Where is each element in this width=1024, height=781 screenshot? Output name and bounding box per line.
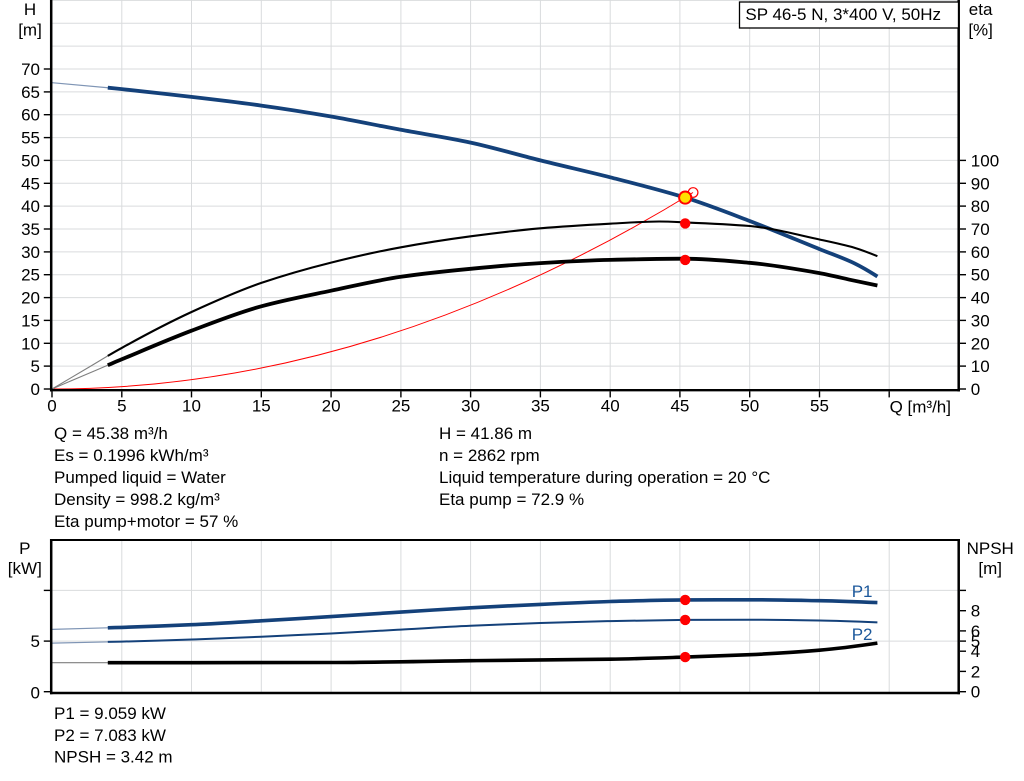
svg-text:Liquid temperature during oper: Liquid temperature during operation = 20… [439,468,770,487]
svg-text:[%]: [%] [968,20,993,39]
svg-text:10: 10 [971,357,990,376]
svg-text:30: 30 [971,311,990,330]
svg-text:5: 5 [31,357,40,376]
svg-text:30: 30 [461,396,480,415]
svg-text:25: 25 [21,266,40,285]
svg-text:[m]: [m] [18,20,42,39]
svg-text:45: 45 [21,174,40,193]
svg-text:40: 40 [21,197,40,216]
svg-text:20: 20 [21,289,40,308]
svg-text:SP 46-5 N, 3*400 V, 50Hz: SP 46-5 N, 3*400 V, 50Hz [745,5,941,24]
svg-text:45: 45 [670,396,689,415]
svg-text:40: 40 [971,289,990,308]
svg-text:[kW]: [kW] [8,559,42,578]
svg-text:Q = 45.38 m³/h: Q = 45.38 m³/h [54,424,168,443]
svg-text:Es = 0.1996 kWh/m³: Es = 0.1996 kWh/m³ [54,446,209,465]
svg-text:50: 50 [971,266,990,285]
svg-text:70: 70 [971,220,990,239]
svg-text:50: 50 [740,396,759,415]
svg-text:15: 15 [252,396,271,415]
svg-text:10: 10 [21,334,40,353]
svg-text:20: 20 [971,334,990,353]
svg-text:Density = 998.2 kg/m³: Density = 998.2 kg/m³ [54,490,220,509]
svg-text:P: P [19,539,30,558]
svg-text:P1 = 9.059 kW: P1 = 9.059 kW [54,704,166,723]
svg-text:H = 41.86 m: H = 41.86 m [439,424,532,443]
svg-text:Eta pump+motor = 57 %: Eta pump+motor = 57 % [54,512,238,531]
svg-text:55: 55 [21,129,40,148]
svg-text:4: 4 [971,642,980,661]
svg-text:5: 5 [31,632,40,651]
svg-text:10: 10 [182,396,201,415]
svg-text:H: H [24,0,36,19]
svg-text:NPSH: NPSH [967,539,1014,558]
svg-text:35: 35 [531,396,550,415]
svg-text:Pumped liquid = Water: Pumped liquid = Water [54,468,226,487]
svg-text:P2: P2 [852,625,873,644]
svg-text:0: 0 [31,683,40,702]
svg-text:90: 90 [971,174,990,193]
svg-text:0: 0 [47,396,56,415]
svg-text:eta: eta [969,0,993,19]
svg-text:80: 80 [971,197,990,216]
svg-text:NPSH = 3.42 m: NPSH = 3.42 m [54,748,173,767]
svg-text:65: 65 [21,83,40,102]
svg-text:70: 70 [21,60,40,79]
svg-text:25: 25 [391,396,410,415]
svg-text:0: 0 [971,683,980,702]
svg-text:2: 2 [971,662,980,681]
svg-text:P1: P1 [852,582,873,601]
svg-text:60: 60 [971,243,990,262]
svg-text:5: 5 [971,632,980,651]
svg-text:[m]: [m] [978,559,1002,578]
svg-text:6: 6 [971,622,980,641]
svg-text:60: 60 [21,106,40,125]
svg-text:0: 0 [971,380,980,399]
svg-text:Eta pump = 72.9 %: Eta pump = 72.9 % [439,490,584,509]
svg-text:15: 15 [21,311,40,330]
svg-text:55: 55 [810,396,829,415]
svg-text:Q [m³/h]: Q [m³/h] [890,398,951,417]
svg-text:35: 35 [21,220,40,239]
svg-text:50: 50 [21,151,40,170]
svg-text:100: 100 [971,151,999,170]
svg-text:P2 = 7.083 kW: P2 = 7.083 kW [54,726,166,745]
svg-text:20: 20 [322,396,341,415]
svg-text:n = 2862 rpm: n = 2862 rpm [439,446,540,465]
svg-text:5: 5 [117,396,126,415]
svg-text:8: 8 [971,602,980,621]
svg-text:40: 40 [601,396,620,415]
svg-text:30: 30 [21,243,40,262]
svg-text:0: 0 [31,380,40,399]
